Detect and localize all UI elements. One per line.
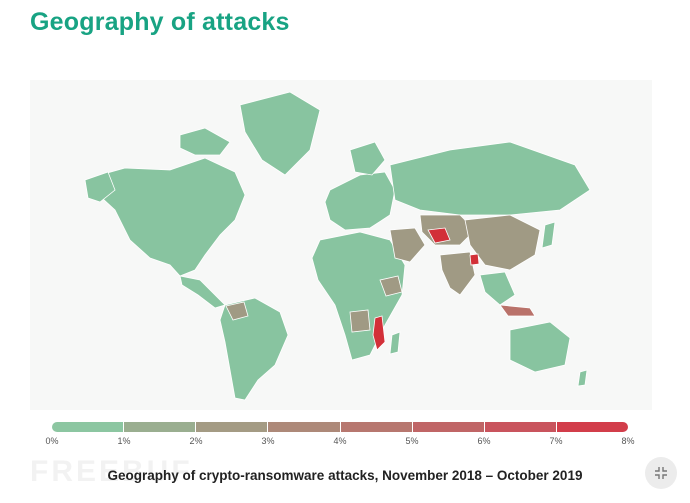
- legend-segment: [196, 422, 268, 432]
- legend-tick: 0%: [45, 436, 59, 446]
- region-europe: [324, 171, 396, 231]
- region-central-america: [179, 275, 226, 309]
- map-caption: Geography of crypto-ransomware attacks, …: [107, 468, 583, 483]
- legend-tick: 2%: [189, 436, 203, 446]
- region-japan: [541, 221, 556, 249]
- region-central-africa: [349, 309, 371, 333]
- region-russia: [389, 141, 591, 216]
- region-bangladesh: [469, 253, 480, 266]
- world-map-svg: [84, 91, 591, 401]
- region-greenland: [239, 91, 321, 176]
- legend-tick: 8%: [621, 436, 635, 446]
- region-china: [464, 214, 541, 271]
- region-south-america: [219, 297, 289, 401]
- region-new-zealand: [577, 369, 588, 387]
- legend-tick: 5%: [405, 436, 419, 446]
- region-middle-east: [389, 227, 426, 263]
- legend-tick: 4%: [333, 436, 347, 446]
- region-north-america: [99, 157, 246, 277]
- legend-segment: [556, 422, 628, 432]
- region-mozambique: [372, 315, 386, 351]
- region-india: [439, 251, 476, 296]
- region-alaska: [84, 171, 116, 203]
- region-scandinavia: [349, 141, 386, 176]
- legend-segment: [124, 422, 196, 432]
- legend-tick: 6%: [477, 436, 491, 446]
- legend-segment: [340, 422, 412, 432]
- legend-segment: [412, 422, 484, 432]
- legend-ticks: 0% 1% 2% 3% 4% 5% 6% 7% 8%: [45, 436, 634, 450]
- legend-tick: 3%: [261, 436, 275, 446]
- region-ethiopia: [379, 275, 403, 297]
- page-title: Geography of attacks: [30, 8, 290, 36]
- collapse-button[interactable]: [645, 457, 677, 489]
- region-canada-islands: [179, 127, 231, 156]
- region-madagascar: [389, 331, 401, 355]
- legend-segment: [484, 422, 556, 432]
- collapse-icon: [655, 467, 667, 479]
- world-map: [30, 80, 652, 410]
- legend-tick: 1%: [117, 436, 131, 446]
- region-southeast-asia: [479, 271, 516, 306]
- legend-segment: [52, 422, 124, 432]
- region-australia: [509, 321, 571, 373]
- watermark-logo: FREEBUF: [30, 455, 193, 488]
- region-uzbekistan: [427, 227, 451, 244]
- legend-tick: 7%: [549, 436, 563, 446]
- region-colombia: [225, 301, 249, 321]
- region-indonesia: [499, 304, 536, 317]
- legend-color-scale: [52, 422, 628, 432]
- legend-segment: [268, 422, 340, 432]
